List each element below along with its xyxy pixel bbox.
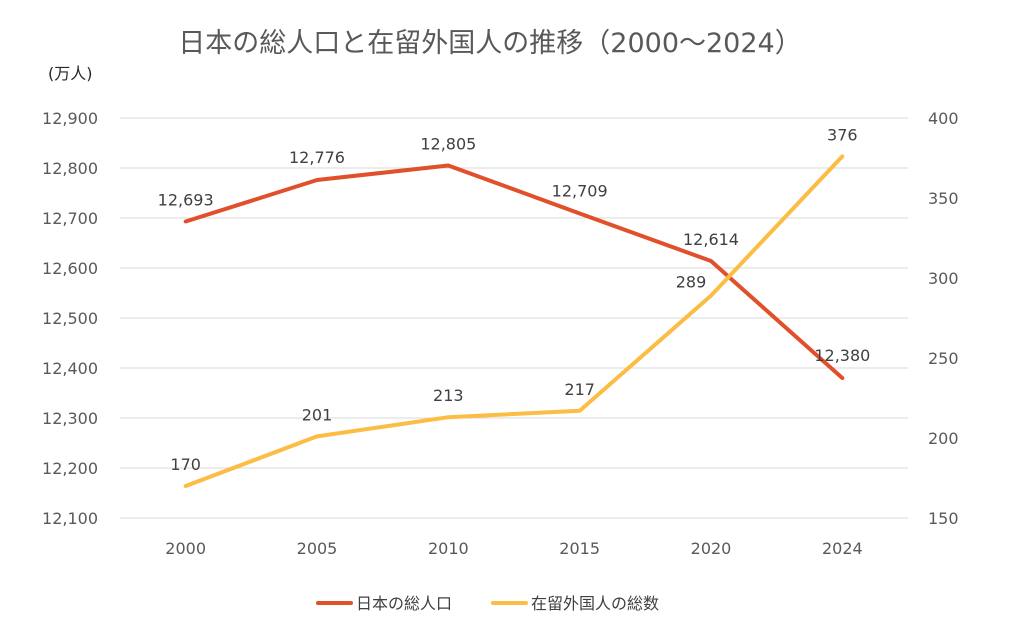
data-label: 12,776 bbox=[289, 148, 345, 167]
legend-label: 日本の総人口 bbox=[356, 594, 452, 613]
data-label: 170 bbox=[170, 455, 201, 474]
y-left-tick-label: 12,200 bbox=[42, 459, 98, 478]
data-label: 12,709 bbox=[552, 182, 608, 201]
x-tick-label: 2020 bbox=[691, 539, 732, 558]
y-left-tick-label: 12,600 bbox=[42, 259, 98, 278]
series-line-total-population bbox=[183, 163, 845, 380]
data-label: 201 bbox=[302, 405, 333, 424]
y-right-tick-label: 200 bbox=[928, 429, 959, 448]
data-label: 12,380 bbox=[814, 346, 870, 365]
legend: 日本の総人口 在留外国人の総数 bbox=[316, 594, 659, 613]
data-label: 12,614 bbox=[683, 230, 739, 249]
y-left-tick-label: 12,100 bbox=[42, 509, 98, 528]
x-axis-ticks: 2000 2005 2010 2015 2020 2024 bbox=[165, 539, 862, 558]
legend-label: 在留外国人の総数 bbox=[531, 594, 659, 613]
x-tick-label: 2005 bbox=[297, 539, 338, 558]
data-labels: 12,693 12,776 12,805 12,709 12,614 12,380 170 2… bbox=[158, 125, 871, 474]
y-left-tick-label: 12,800 bbox=[42, 159, 98, 178]
y-axis-right-ticks: 150 200 250 300 350 400 bbox=[928, 109, 959, 528]
y-axis-unit-label: (万人) bbox=[48, 64, 93, 83]
data-label: 12,693 bbox=[158, 191, 214, 210]
data-label: 289 bbox=[676, 273, 707, 292]
y-left-tick-label: 12,400 bbox=[42, 359, 98, 378]
y-right-tick-label: 250 bbox=[928, 349, 959, 368]
data-label: 213 bbox=[433, 386, 464, 405]
data-label: 217 bbox=[564, 380, 595, 399]
y-right-tick-label: 150 bbox=[928, 509, 959, 528]
series-lines bbox=[183, 154, 845, 488]
y-left-tick-label: 12,700 bbox=[42, 209, 98, 228]
y-right-tick-label: 400 bbox=[928, 109, 959, 128]
y-right-tick-label: 350 bbox=[928, 189, 959, 208]
x-tick-label: 2015 bbox=[559, 539, 600, 558]
x-tick-label: 2024 bbox=[822, 539, 863, 558]
data-label: 376 bbox=[827, 125, 858, 144]
x-tick-label: 2010 bbox=[428, 539, 469, 558]
y-axis-left-ticks: 12,100 12,200 12,300 12,400 12,500 12,600 12,7… bbox=[42, 109, 98, 528]
x-tick-label: 2000 bbox=[165, 539, 206, 558]
y-left-tick-label: 12,900 bbox=[42, 109, 98, 128]
series-line-foreign-residents bbox=[183, 154, 845, 488]
y-right-tick-label: 300 bbox=[928, 269, 959, 288]
y-left-tick-label: 12,500 bbox=[42, 309, 98, 328]
data-label: 12,805 bbox=[420, 135, 476, 154]
gridlines bbox=[120, 117, 908, 519]
y-left-tick-label: 12,300 bbox=[42, 409, 98, 428]
chart-title: 日本の総人口と在留外国人の推移（2000〜2024） bbox=[178, 28, 801, 59]
